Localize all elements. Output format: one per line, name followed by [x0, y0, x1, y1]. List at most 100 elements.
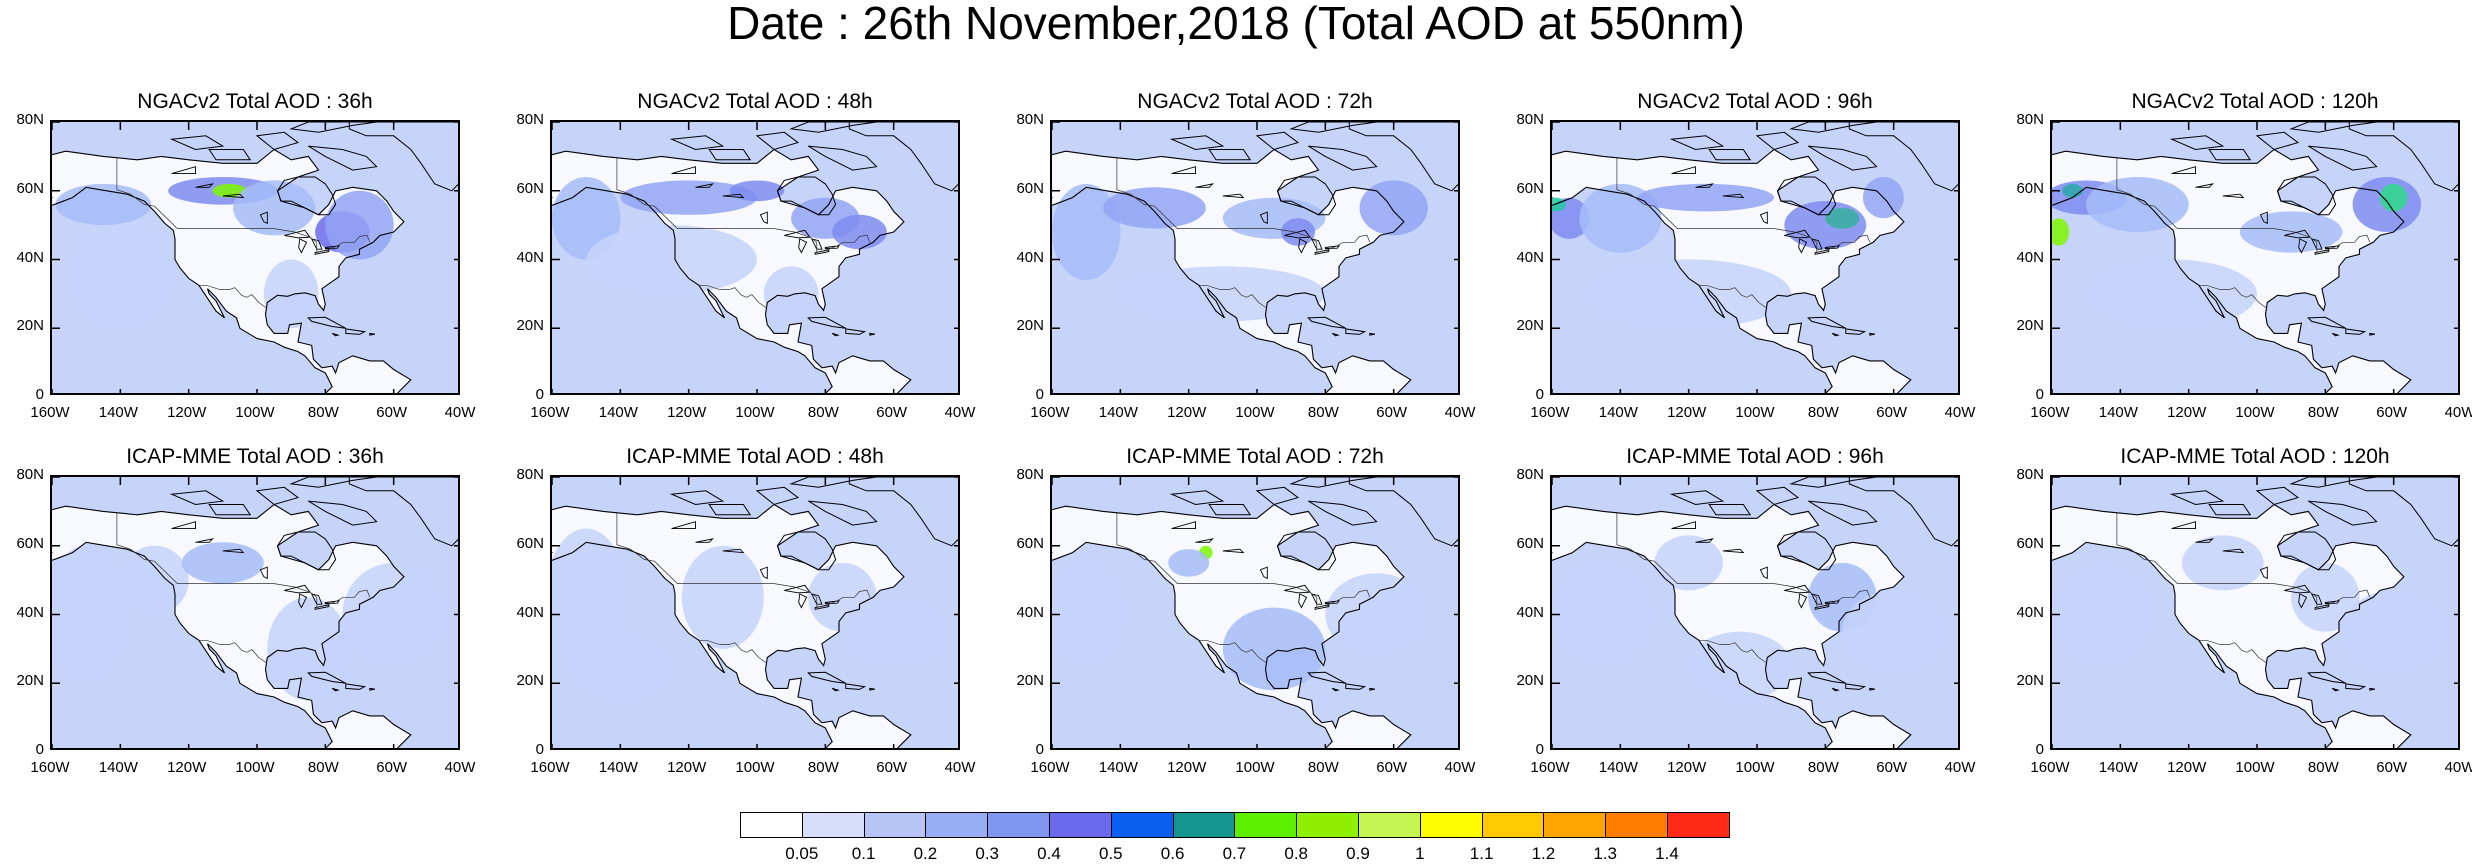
- coastline-island: [2331, 332, 2340, 337]
- x-tick-label: 80W: [807, 404, 839, 421]
- coastline-island: [276, 176, 337, 216]
- x-tick-label: 100W: [735, 759, 775, 776]
- lake-outline: [1671, 521, 1696, 530]
- aod-plume: [2239, 211, 2343, 253]
- panel-title: NGACv2 Total AOD : 120h: [2131, 90, 2379, 113]
- lake-outline: [1695, 183, 1714, 188]
- lake-outline: [1798, 593, 1808, 609]
- country-border: [698, 639, 767, 664]
- aod-plume: [2062, 183, 2083, 198]
- y-tick-label: 0: [1035, 386, 1044, 403]
- coastline-island: [348, 477, 458, 547]
- lake-outline: [2195, 538, 2214, 543]
- lake-outline: [2195, 183, 2214, 188]
- x-tick-label: 40W: [1444, 759, 1476, 776]
- y-tick-label: 80N: [1016, 111, 1044, 128]
- x-tick-label: 40W: [1944, 759, 1976, 776]
- lake-outline: [798, 593, 808, 609]
- aod-plume: [569, 631, 672, 701]
- colorbar-label: 1.3: [1593, 844, 1617, 863]
- lake-outline: [824, 245, 840, 249]
- coastline-island: [831, 687, 840, 692]
- colorbar-swatch: [1296, 812, 1359, 838]
- x-tick-label: 40W: [1944, 404, 1976, 421]
- aod-plume: [1052, 562, 1128, 667]
- x-tick-label: 80W: [1807, 404, 1839, 421]
- coastline-island: [1289, 477, 1377, 488]
- y-tick-label: 20N: [1016, 672, 1044, 690]
- map-panel: NGACv2 Total AOD : 48h 80N 60N 40N 20N 0 160W 1…: [516, 90, 975, 421]
- colorbar-label: 1.1: [1469, 844, 1494, 863]
- x-tick-label: 80W: [1807, 759, 1839, 776]
- colorbar-swatch: [1667, 812, 1730, 838]
- aod-map: [2052, 122, 2458, 393]
- y-tick-label: 60N: [516, 179, 544, 197]
- lake-outline: [1298, 593, 1308, 609]
- x-tick-label: 120W: [167, 404, 207, 421]
- colorbar-label: 0.2: [913, 844, 938, 863]
- aod-plume: [2052, 218, 2070, 246]
- y-tick-label: 40N: [1516, 603, 1544, 621]
- y-tick-label: 40N: [2016, 603, 2044, 621]
- lake-outline: [1195, 183, 1214, 188]
- lake-outline: [195, 183, 214, 188]
- y-tick-label: 0: [35, 386, 44, 403]
- coastline-island: [1708, 504, 1752, 516]
- x-tick-label: 40W: [1444, 404, 1476, 421]
- coastline-island: [289, 122, 377, 133]
- map-frame: [2050, 120, 2460, 395]
- aod-map: [1052, 122, 1458, 393]
- x-tick-label: 120W: [1667, 404, 1707, 421]
- y-tick-label: 0: [2035, 741, 2044, 758]
- colorbar-label: 0.8: [1284, 844, 1308, 863]
- x-tick-label: 100W: [1235, 404, 1275, 421]
- country-border: [1198, 639, 1267, 664]
- coastline-island: [1255, 131, 1300, 151]
- y-tick-label: 0: [35, 741, 44, 758]
- coastline-island: [2255, 486, 2300, 506]
- lake-outline: [2171, 166, 2196, 175]
- lake-outline: [2298, 238, 2308, 254]
- lake-outline: [798, 238, 808, 254]
- y-tick-label: 80N: [516, 111, 544, 128]
- lake-outline: [1171, 166, 1196, 175]
- coastline-island: [2348, 477, 2458, 547]
- coastline-island: [2208, 149, 2252, 161]
- y-tick-label: 0: [535, 741, 544, 758]
- y-tick-label: 80N: [16, 111, 44, 128]
- x-tick-label: 160W: [1530, 404, 1570, 421]
- lake-outline: [195, 538, 214, 543]
- coastline-island: [1348, 122, 1458, 192]
- coastline-island: [289, 477, 377, 488]
- coastline-island: [169, 135, 225, 151]
- lake-outline: [1824, 600, 1840, 604]
- coastline-island: [1345, 328, 1367, 335]
- y-tick-label: 80N: [2016, 466, 2044, 483]
- x-tick-label: 100W: [1235, 759, 1275, 776]
- lake-outline: [1259, 211, 1268, 225]
- aod-plume: [763, 266, 819, 322]
- country-border: [616, 513, 871, 609]
- lake-outline: [1824, 245, 1840, 249]
- coastline-island: [1289, 122, 1377, 133]
- lake-outline: [310, 593, 323, 605]
- map-panel: ICAP-MME Total AOD : 120h 80N 60N 40N 20N 0 16…: [2016, 445, 2472, 776]
- aod-plume: [1842, 590, 1945, 673]
- aod-plume: [2052, 562, 2155, 667]
- aod-map: [52, 122, 458, 393]
- y-tick-label: 60N: [1516, 179, 1544, 197]
- coastline: [2052, 148, 2412, 393]
- x-tick-label: 160W: [2030, 759, 2070, 776]
- y-tick-label: 60N: [2016, 179, 2044, 197]
- coastline-island: [1776, 531, 1837, 571]
- x-tick-label: 140W: [1098, 759, 1138, 776]
- coastline-island: [2169, 490, 2225, 506]
- lake-outline: [171, 521, 196, 530]
- lake-outline: [1310, 593, 1323, 605]
- x-tick-label: 140W: [598, 404, 638, 421]
- lake-outline: [2310, 238, 2323, 250]
- coastline-island: [2345, 328, 2367, 335]
- coastline-island: [1369, 332, 1375, 336]
- coastline-island: [369, 687, 375, 691]
- x-tick-label: 60W: [876, 404, 908, 421]
